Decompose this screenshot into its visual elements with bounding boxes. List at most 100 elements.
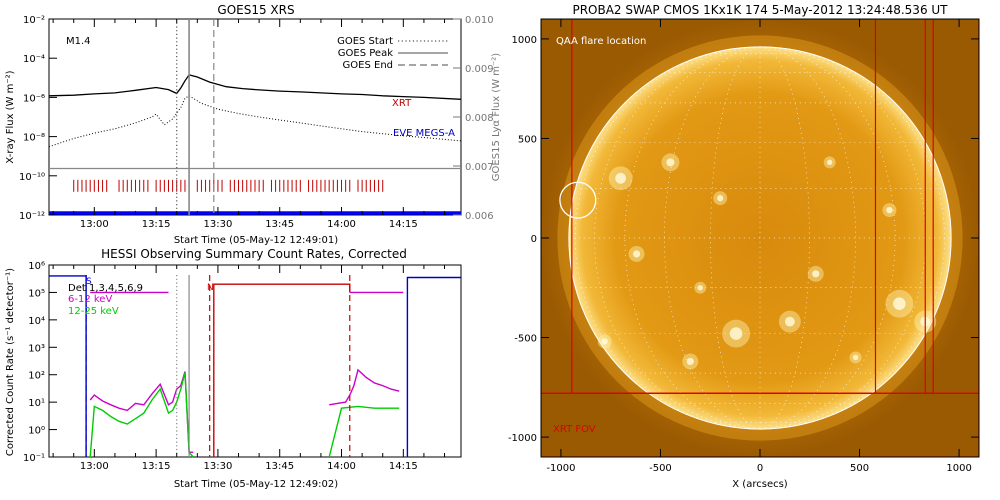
y2-tick-label: 0.006 bbox=[465, 211, 494, 222]
longitude-line bbox=[594, 46, 761, 430]
active-region-core bbox=[717, 195, 724, 202]
active-region-core bbox=[784, 316, 795, 327]
x-tick-label: 13:45 bbox=[265, 461, 294, 472]
swap-xrt-fov-annotation: XRT FOV bbox=[553, 424, 596, 435]
y-tick-label: 10⁻⁶ bbox=[23, 93, 45, 104]
goes-time-markers bbox=[176, 19, 215, 215]
y2-tick-label: 0.009 bbox=[465, 64, 494, 75]
y-tick-label: -500 bbox=[514, 334, 537, 345]
swap-sun-disk bbox=[557, 35, 963, 441]
goes-y-label: X-ray Flux (W m⁻²) bbox=[5, 70, 16, 163]
active-region-core bbox=[812, 270, 820, 278]
active-region-core bbox=[893, 297, 906, 310]
swap-flare-annotation: QAA flare location bbox=[556, 36, 646, 47]
hessi-marker-n-label: N bbox=[207, 283, 214, 293]
x-tick-label: 13:15 bbox=[142, 219, 171, 230]
x-tick-label: 14:00 bbox=[327, 219, 356, 230]
y-tick-label: 10⁶ bbox=[28, 261, 45, 272]
goes-y2-label: GOES15 Lyα Flux (W m⁻²) bbox=[491, 53, 502, 181]
x-tick-label: -500 bbox=[649, 463, 672, 474]
series-attenuator-flag bbox=[213, 283, 351, 457]
x-tick-label: 0 bbox=[757, 463, 763, 474]
y-tick-label: 0 bbox=[531, 234, 537, 245]
y2-tick-label: 0.008 bbox=[465, 113, 494, 124]
goes-y-axis: 10⁻¹² 10⁻¹⁰ 10⁻⁸ 10⁻⁶ 10⁻⁴ 10⁻² bbox=[19, 15, 57, 222]
y2-tick-label: 0.010 bbox=[465, 15, 494, 26]
active-region-core bbox=[666, 158, 675, 167]
y-tick-label: 10⁴ bbox=[28, 316, 45, 327]
sun-disk bbox=[568, 46, 952, 430]
hessi-title: HESSI Observing Summary Count Rates, Cor… bbox=[101, 247, 407, 261]
series-12-25-kev bbox=[89, 372, 400, 458]
xrt-fov-box bbox=[541, 392, 979, 457]
y-tick-label: 10⁻² bbox=[23, 15, 45, 26]
x-tick-label: 13:15 bbox=[142, 461, 171, 472]
x-tick-label: -1000 bbox=[546, 463, 575, 474]
y-tick-label: 10⁻¹ bbox=[23, 453, 45, 464]
active-region-core bbox=[601, 338, 608, 345]
y-tick-label: 10⁵ bbox=[28, 288, 45, 299]
series-1-8- bbox=[48, 74, 462, 100]
goes-title: GOES15 XRS bbox=[217, 3, 294, 17]
hessi-x-axis: 13:00 13:15 13:30 13:45 14:00 14:15 bbox=[52, 265, 446, 472]
x-tick-label: 13:30 bbox=[204, 219, 233, 230]
goes-xrt-annotation: XRT bbox=[392, 98, 412, 109]
y-tick-label: 10² bbox=[28, 371, 45, 382]
hessi-legend: Det 1,3,4,5,6,9 6-12 keV 12-25 keV bbox=[68, 283, 143, 317]
hessi-legend-6-12kev: 6-12 keV bbox=[68, 294, 112, 305]
swap-x-axis: -1000 -500 0 500 1000 bbox=[546, 19, 972, 474]
y-tick-label: 10³ bbox=[28, 343, 45, 354]
active-region-core bbox=[852, 354, 859, 361]
y-tick-label: 1000 bbox=[512, 35, 537, 46]
x-tick-label: 13:00 bbox=[80, 219, 109, 230]
y-tick-label: 500 bbox=[518, 134, 537, 145]
swap-title: PROBA2 SWAP CMOS 1Kx1K 174 5-May-2012 13… bbox=[572, 3, 948, 17]
active-region-core bbox=[686, 357, 694, 366]
goes-legend: GOES Start GOES Peak GOES End bbox=[337, 36, 448, 71]
swap-flare-marker bbox=[559, 181, 597, 219]
swap-active-regions bbox=[597, 153, 937, 370]
swap-panel: PROBA2 SWAP CMOS 1Kx1K 174 5-May-2012 13… bbox=[508, 3, 980, 490]
active-region-core bbox=[615, 172, 627, 184]
active-region-core bbox=[826, 159, 833, 166]
active-region-core bbox=[886, 206, 893, 214]
goes-observation-bars bbox=[73, 179, 384, 192]
hessi-marker-s-label: S bbox=[86, 277, 92, 287]
goes-legend-peak-label: GOES Peak bbox=[338, 48, 393, 59]
active-region-core bbox=[729, 327, 743, 340]
y-tick-label: 10⁰ bbox=[28, 426, 45, 437]
hessi-legend-12-25kev: 12-25 keV bbox=[68, 306, 119, 317]
hessi-y-label: Corrected Count Rate (s⁻¹ detector⁻¹) bbox=[5, 268, 16, 456]
x-tick-label: 14:15 bbox=[389, 461, 418, 472]
y-tick-label: 10⁻⁴ bbox=[23, 54, 45, 65]
x-tick-label: 13:00 bbox=[80, 461, 109, 472]
y-tick-label: -1000 bbox=[508, 433, 537, 444]
swap-xrt-fov bbox=[541, 19, 979, 457]
goes-flare-class: M1.4 bbox=[66, 36, 91, 47]
active-region-core bbox=[697, 285, 703, 291]
y-tick-label: 10⁻¹² bbox=[19, 211, 45, 222]
x-tick-label: 13:45 bbox=[265, 219, 294, 230]
longitude-line bbox=[710, 46, 761, 430]
x-tick-label: 1000 bbox=[946, 463, 971, 474]
goes-x-label: Start Time (05-May-12 12:49:01) bbox=[174, 235, 338, 246]
hessi-panel: HESSI Observing Summary Count Rates, Cor… bbox=[5, 247, 462, 490]
hessi-plot-frame bbox=[48, 264, 462, 458]
hessi-time-markers bbox=[85, 275, 351, 457]
goes-legend-end-label: GOES End bbox=[343, 60, 393, 71]
goes-series-group bbox=[48, 74, 462, 215]
goes-legend-start-label: GOES Start bbox=[337, 36, 393, 47]
series-6-12-kev bbox=[89, 368, 400, 453]
goes-eve-annotation: EVE MEGS-A bbox=[393, 128, 455, 139]
swap-x-label: X (arcsecs) bbox=[732, 479, 788, 490]
y-tick-label: 10⁻⁸ bbox=[23, 133, 45, 144]
flare-location-circle bbox=[559, 181, 597, 219]
goes-x-axis: 13:00 13:15 13:30 13:45 14:00 14:15 bbox=[52, 19, 446, 230]
longitude-line bbox=[759, 46, 945, 430]
hessi-y-axis: 10⁻¹ 10⁰ 10¹ 10² 10³ 10⁴ 10⁵ 10⁶ bbox=[23, 261, 57, 464]
series-0-5-4- bbox=[48, 95, 462, 148]
swap-y-axis: 1000 500 0 -500 -1000 bbox=[508, 35, 979, 444]
y-tick-label: 10⁻¹⁰ bbox=[19, 172, 45, 183]
goes-y2-axis: 0.006 0.007 0.008 0.009 0.010 bbox=[453, 15, 494, 222]
